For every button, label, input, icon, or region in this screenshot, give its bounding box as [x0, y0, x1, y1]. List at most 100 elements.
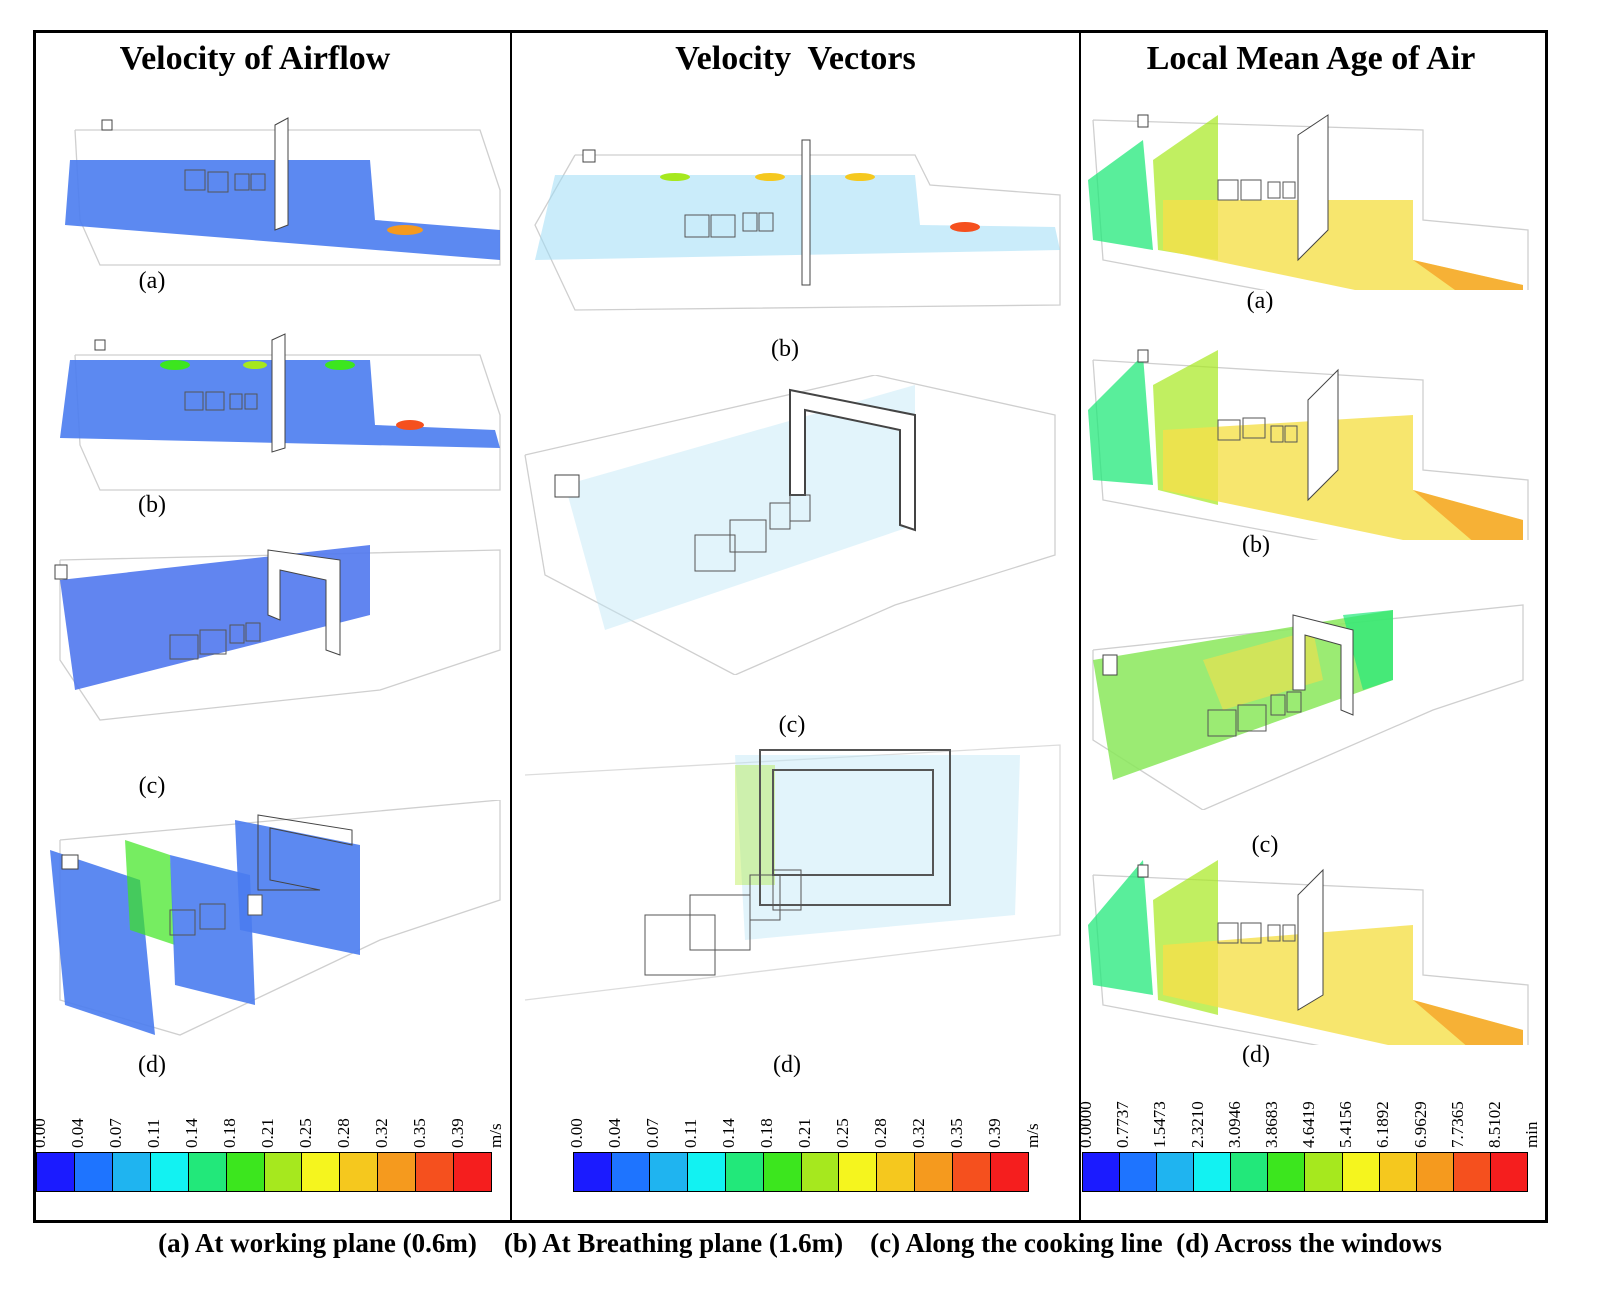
- colorbar-tick-label: 0.35: [410, 1118, 429, 1148]
- age-column-title: Local Mean Age of Air: [1146, 40, 1476, 77]
- colorbar-tick-label: 0.32: [372, 1118, 391, 1148]
- figure-caption: (a) At working plane (0.6m) (b) At Breat…: [158, 1228, 1442, 1258]
- velocity-panel-d: [50, 800, 501, 1036]
- age-panel-d: [1088, 860, 1529, 1045]
- colorbar-tick-label: 0.11: [681, 1118, 700, 1148]
- colorbar-tick-label: 0.25: [833, 1118, 852, 1148]
- vectors-colorbar: 0.00 0.04 0.07 0.11 0.14 0.18 0.21 0.25 0.28 0.32…: [567, 1068, 1042, 1193]
- colorbar-tick-label: 0.7737: [1113, 1101, 1133, 1148]
- colorbar-tick-label: 0.18: [220, 1118, 239, 1148]
- colorbar-swatches: [36, 1152, 492, 1192]
- colorbar-swatch: [1157, 1153, 1195, 1191]
- vectors-panel-d: [524, 744, 1061, 1001]
- figure-frame: [33, 30, 1548, 1223]
- colorbar-tick-label: 0.18: [757, 1118, 776, 1148]
- age-colorbar: 0.0000 0.7737 1.5473 2.3210 3.0946 3.8683 4.64…: [1076, 1068, 1541, 1193]
- colorbar-tick-label: 6.9629: [1410, 1101, 1430, 1148]
- colorbar-tick-label: 0.32: [909, 1118, 928, 1148]
- colorbar-swatch: [1231, 1153, 1269, 1191]
- colorbar-swatches: [1082, 1152, 1528, 1192]
- colorbar-swatch: [1490, 1153, 1527, 1191]
- velocity-panel-a: [65, 117, 501, 266]
- colorbar-swatch: [264, 1153, 303, 1191]
- age-label-c: (c): [1251, 832, 1279, 858]
- colorbar-tick-label: 1.5473: [1150, 1101, 1170, 1148]
- colorbar-tick-label: 4.6419: [1299, 1101, 1318, 1148]
- colorbar-unit: m/s: [486, 1123, 505, 1148]
- velocity-panel-c: [54, 545, 501, 721]
- colorbar-tick-label: 0.04: [68, 1118, 87, 1148]
- colorbar-tick-label: 2.3210: [1187, 1101, 1207, 1148]
- colorbar-tick-label: 0.07: [643, 1118, 662, 1148]
- colorbar-swatch: [1342, 1153, 1380, 1191]
- colorbar-swatch: [915, 1153, 954, 1191]
- colorbar-swatch: [416, 1153, 455, 1191]
- colorbar-swatch: [839, 1153, 878, 1191]
- colorbar-tick-label: 0.21: [795, 1118, 814, 1148]
- age-panel-b: [1088, 349, 1529, 540]
- colorbar-swatch: [877, 1153, 916, 1191]
- column-divider-1: [510, 30, 512, 1223]
- colorbar-swatch: [953, 1153, 992, 1191]
- vectors-panel-c: [524, 375, 1056, 675]
- colorbar-tick-label: 0.21: [258, 1118, 277, 1148]
- velocity-panel-b: [60, 333, 501, 491]
- column-divider-2: [1079, 30, 1081, 1223]
- vectors-panel-b: [534, 139, 1061, 311]
- colorbar-tick-label: 0.0000: [1076, 1101, 1095, 1148]
- colorbar-tick-label: 0.00: [567, 1118, 586, 1148]
- colorbar-swatch: [302, 1153, 341, 1191]
- colorbar-swatch: [763, 1153, 802, 1191]
- colorbar-swatch: [37, 1153, 75, 1191]
- colorbar-swatch: [687, 1153, 726, 1191]
- colorbar-tick-label: 0.14: [719, 1118, 738, 1148]
- colorbar-swatch: [801, 1153, 840, 1191]
- colorbar-swatch: [150, 1153, 189, 1191]
- colorbar-swatch: [74, 1153, 113, 1191]
- velocity-colorbar: 0.00 0.04 0.07 0.11 0.14 0.18 0.21 0.25 0.28 0.32…: [30, 1068, 505, 1193]
- age-label-d: (d): [1242, 1042, 1270, 1068]
- velocity-label-d: (d): [138, 1052, 166, 1078]
- colorbar-swatch: [1416, 1153, 1454, 1191]
- colorbar-tick-label: 0.39: [985, 1118, 1004, 1148]
- colorbar-swatch: [340, 1153, 379, 1191]
- colorbar-tick-label: 3.8683: [1261, 1101, 1281, 1148]
- colorbar-swatch: [1194, 1153, 1232, 1191]
- age-label-b: (b): [1242, 532, 1270, 558]
- colorbar-tick-label: 7.7365: [1447, 1101, 1467, 1148]
- colorbar-tick-label: 3.0946: [1224, 1101, 1244, 1148]
- colorbar-tick-label: 0.07: [106, 1118, 125, 1148]
- colorbar-swatch: [1120, 1153, 1158, 1191]
- colorbar-swatch: [378, 1153, 417, 1191]
- colorbar-tick-label: 0.28: [871, 1118, 890, 1148]
- colorbar-tick-label: 0.28: [334, 1118, 353, 1148]
- colorbar-swatch: [1379, 1153, 1417, 1191]
- colorbar-tick-label: 0.00: [30, 1118, 49, 1148]
- colorbar-tick-label: 0.25: [296, 1118, 315, 1148]
- vectors-column-title: Velocity Vectors: [675, 40, 916, 77]
- colorbar-swatch: [454, 1153, 492, 1191]
- colorbar-tick-label: 0.11: [144, 1118, 163, 1148]
- colorbar-swatch: [188, 1153, 227, 1191]
- vectors-label-b: (b): [771, 336, 799, 362]
- colorbar-swatches: [573, 1152, 1029, 1192]
- colorbar-swatch: [112, 1153, 151, 1191]
- colorbar-swatch: [1305, 1153, 1343, 1191]
- colorbar-unit: m/s: [1023, 1123, 1042, 1148]
- colorbar-tick-label: 5.4156: [1336, 1101, 1356, 1148]
- colorbar-tick-label: 0.35: [947, 1118, 966, 1148]
- colorbar-tick-label: 8.5102: [1484, 1101, 1504, 1148]
- velocity-label-c: (c): [138, 773, 166, 799]
- colorbar-swatch: [226, 1153, 265, 1191]
- colorbar-unit: min: [1522, 1121, 1541, 1148]
- colorbar-tick-label: 0.14: [182, 1118, 201, 1148]
- velocity-label-a: (a): [138, 268, 166, 294]
- colorbar-swatch: [1268, 1153, 1306, 1191]
- vectors-label-c: (c): [778, 712, 806, 738]
- age-panel-a: [1088, 114, 1529, 290]
- colorbar-swatch: [991, 1153, 1029, 1191]
- colorbar-swatch: [1453, 1153, 1491, 1191]
- velocity-column-title: Velocity of Airflow: [119, 40, 391, 77]
- colorbar-tick-label: 0.39: [448, 1118, 467, 1148]
- colorbar-tick-label: 6.1892: [1373, 1101, 1393, 1148]
